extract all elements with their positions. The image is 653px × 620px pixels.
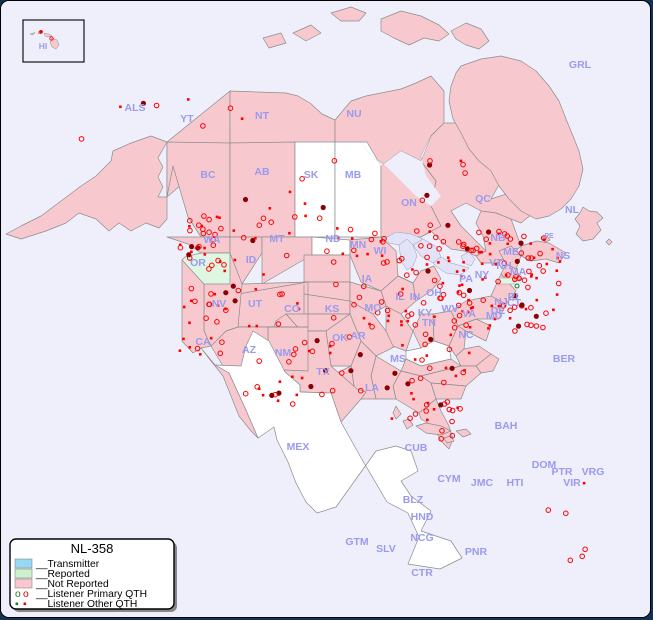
svg-text:OK: OK: [332, 332, 348, 344]
svg-text:MN: MN: [350, 239, 366, 251]
svg-text:MO: MO: [365, 302, 382, 314]
svg-text:AB: AB: [254, 166, 270, 178]
svg-text:GTM: GTM: [345, 536, 369, 548]
svg-text:SK: SK: [304, 169, 319, 181]
svg-text:NS: NS: [556, 250, 571, 262]
svg-text:PE: PE: [544, 233, 554, 240]
svg-text:PA: PA: [459, 273, 473, 285]
svg-text:ID: ID: [246, 254, 257, 266]
svg-text:__Listener Other QTH: __Listener Other QTH: [35, 599, 137, 610]
svg-text:MA: MA: [510, 266, 527, 278]
svg-text:CYM: CYM: [437, 473, 461, 485]
svg-text:BLZ: BLZ: [403, 494, 424, 506]
svg-text:UT: UT: [248, 298, 263, 310]
svg-text:ON: ON: [401, 197, 417, 209]
svg-text:RI: RI: [508, 291, 519, 303]
svg-text:BAH: BAH: [495, 420, 518, 432]
svg-text:OR: OR: [190, 257, 206, 269]
svg-text:NL-358: NL-358: [71, 541, 114, 556]
svg-text:▪: ▪: [15, 599, 19, 610]
svg-text:NM: NM: [275, 347, 292, 359]
svg-text:NY: NY: [475, 269, 490, 281]
svg-text:VIR: VIR: [563, 477, 581, 489]
svg-text:CO: CO: [284, 303, 300, 315]
svg-text:KS: KS: [325, 303, 340, 315]
svg-text:NT: NT: [255, 110, 270, 122]
svg-text:HTI: HTI: [507, 477, 524, 489]
svg-text:SLV: SLV: [376, 543, 396, 555]
svg-text:NC: NC: [458, 329, 474, 341]
svg-text:TX: TX: [316, 366, 329, 378]
svg-text:OH: OH: [426, 287, 442, 299]
svg-text:IA: IA: [362, 273, 373, 285]
svg-text:HI: HI: [39, 41, 48, 51]
svg-text:AZ: AZ: [242, 344, 257, 356]
svg-text:ME: ME: [503, 246, 519, 258]
svg-text:LA: LA: [365, 382, 379, 394]
svg-text:▪: ▪: [23, 599, 27, 610]
svg-text:MT: MT: [269, 233, 285, 245]
svg-text:NV: NV: [212, 298, 227, 310]
svg-text:MB: MB: [345, 169, 362, 181]
svg-text:BER: BER: [553, 353, 576, 365]
svg-text:CUB: CUB: [405, 442, 428, 454]
svg-text:AR: AR: [350, 330, 366, 342]
svg-text:ND: ND: [325, 233, 341, 245]
svg-text:HND: HND: [411, 511, 434, 523]
svg-text:GRL: GRL: [569, 59, 592, 71]
svg-text:ALS: ALS: [125, 102, 146, 114]
svg-text:NCG: NCG: [410, 532, 433, 544]
svg-text:TN: TN: [422, 317, 436, 329]
svg-text:WA: WA: [204, 234, 221, 246]
svg-text:NB: NB: [490, 232, 506, 244]
svg-text:WV: WV: [442, 303, 459, 315]
svg-text:PNR: PNR: [465, 546, 488, 558]
svg-text:IL: IL: [395, 291, 405, 303]
svg-text:YT: YT: [180, 113, 194, 125]
svg-text:QC: QC: [475, 193, 491, 205]
svg-text:IN: IN: [410, 291, 421, 303]
svg-text:BC: BC: [200, 169, 216, 181]
svg-text:CA: CA: [195, 336, 211, 348]
svg-text:MD: MD: [486, 310, 503, 322]
svg-text:CTR: CTR: [411, 567, 433, 579]
svg-text:VA: VA: [462, 308, 476, 320]
svg-text:NL: NL: [565, 204, 580, 216]
svg-text:MEX: MEX: [287, 441, 310, 453]
svg-text:MS: MS: [390, 353, 406, 365]
svg-text:JMC: JMC: [471, 477, 494, 489]
svg-text:NU: NU: [346, 108, 361, 120]
svg-text:VRG: VRG: [582, 466, 605, 478]
svg-text:WI: WI: [374, 245, 387, 257]
